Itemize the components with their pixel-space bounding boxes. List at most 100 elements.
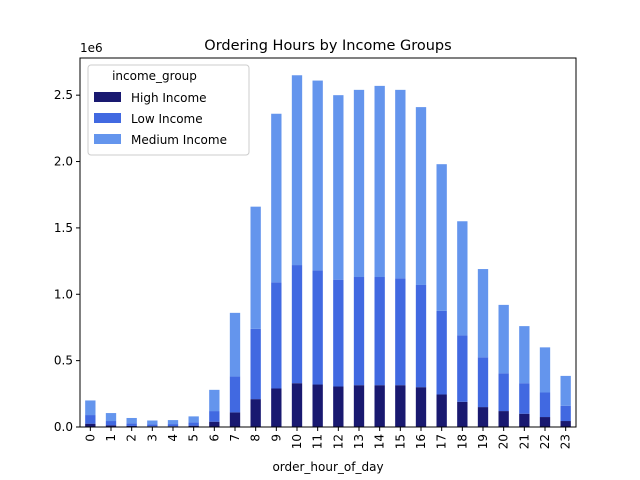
- x-tick-label: 0: [83, 434, 97, 442]
- legend-title: income_group: [112, 69, 197, 83]
- bar-high-income-5: [188, 425, 199, 427]
- bar-low-income-2: [126, 423, 137, 426]
- bar-low-income-16: [415, 284, 427, 388]
- bar-medium-income-14: [374, 85, 385, 278]
- bar-low-income-21: [519, 383, 530, 414]
- x-tick-label: 15: [393, 434, 407, 449]
- x-tick-label: 11: [311, 434, 325, 449]
- bar-low-income-22: [539, 392, 551, 418]
- bar-medium-income-7: [229, 312, 241, 377]
- bar-low-income-4: [167, 424, 179, 427]
- bar-low-income-3: [147, 424, 158, 427]
- bar-medium-income-8: [250, 206, 261, 329]
- bar-medium-income-1: [105, 413, 117, 422]
- y-tick-label: 1.5: [54, 221, 73, 235]
- bar-medium-income-16: [415, 107, 427, 285]
- x-tick-label: 14: [373, 434, 387, 449]
- bar-high-income-6: [209, 421, 220, 427]
- bar-medium-income-20: [498, 304, 509, 374]
- bar-medium-income-4: [167, 420, 179, 425]
- legend-swatch: [94, 134, 121, 144]
- x-tick-label: 2: [125, 434, 139, 442]
- bar-high-income-21: [519, 413, 530, 427]
- bar-high-income-19: [477, 407, 489, 427]
- bar-high-income-20: [498, 411, 509, 427]
- legend-label: High Income: [131, 91, 207, 105]
- x-tick-label: 23: [559, 434, 573, 449]
- bar-medium-income-15: [395, 89, 406, 279]
- x-tick-label: 9: [269, 434, 283, 442]
- legend-label: Low Income: [131, 112, 203, 126]
- bar-medium-income-17: [436, 164, 447, 311]
- bar-high-income-13: [353, 385, 365, 427]
- bar-high-income-11: [312, 384, 323, 427]
- plot-frame: [79, 57, 577, 428]
- bar-high-income-9: [271, 388, 282, 427]
- bar-medium-income-10: [291, 75, 303, 266]
- bar-medium-income-22: [539, 347, 551, 393]
- bar-low-income-20: [498, 373, 509, 412]
- x-tick-label: 1: [104, 434, 118, 442]
- bar-medium-income-11: [312, 80, 323, 271]
- bar-low-income-19: [477, 357, 489, 408]
- y-tick-label: 0.5: [54, 354, 73, 368]
- legend: income_group High Income Low Income Medium …: [87, 64, 250, 156]
- bar-low-income-23: [560, 405, 571, 422]
- bar-low-income-11: [312, 270, 323, 385]
- bar-high-income-17: [436, 394, 447, 427]
- x-tick-label: 21: [517, 434, 531, 449]
- bar-low-income-5: [188, 422, 199, 426]
- bar-medium-income-0: [85, 400, 96, 416]
- bar-medium-income-9: [271, 113, 282, 283]
- x-tick-label: 16: [414, 434, 428, 449]
- x-tick-label: 12: [331, 434, 345, 449]
- bar-low-income-18: [457, 335, 468, 402]
- bar-medium-income-23: [560, 375, 571, 406]
- bar-high-income-22: [539, 417, 551, 427]
- bar-low-income-0: [85, 415, 96, 424]
- bar-high-income-0: [85, 423, 96, 427]
- y-axis: 0.0 0.5 1.0 1.5 2.0 2.5: [54, 88, 80, 434]
- bar-high-income-1: [105, 425, 117, 427]
- bar-medium-income-21: [519, 326, 530, 384]
- bar-high-income-10: [291, 383, 303, 427]
- bar-low-income-6: [209, 411, 220, 422]
- plot-area: [79, 57, 577, 428]
- bar-high-income-2: [126, 425, 137, 427]
- chart-title: Ordering Hours by Income Groups: [204, 38, 451, 54]
- bar-low-income-15: [395, 278, 406, 386]
- x-tick-label: 20: [497, 434, 511, 449]
- bar-high-income-8: [250, 399, 261, 427]
- bar-medium-income-5: [188, 416, 199, 423]
- bar-high-income-18: [457, 401, 468, 427]
- bar-high-income-15: [395, 385, 406, 427]
- legend-label: Medium Income: [131, 133, 227, 147]
- x-tick-label: 3: [145, 434, 159, 442]
- bar-low-income-10: [291, 265, 303, 384]
- bar-high-income-23: [560, 421, 571, 427]
- legend-swatch: [94, 113, 121, 123]
- bar-medium-income-3: [147, 420, 158, 425]
- x-tick-label: 7: [228, 434, 242, 442]
- x-tick-label: 17: [435, 434, 449, 449]
- x-tick-label: 13: [352, 434, 366, 449]
- y-offset-label: 1e6: [80, 41, 103, 55]
- bar-low-income-17: [436, 310, 447, 395]
- bar-medium-income-18: [457, 221, 468, 336]
- x-tick-label: 19: [476, 434, 490, 449]
- legend-box: [87, 64, 250, 156]
- x-tick-label: 10: [290, 434, 304, 449]
- bar-low-income-12: [333, 279, 344, 387]
- x-tick-label: 4: [166, 434, 180, 442]
- bar-high-income-12: [333, 386, 344, 427]
- y-tick-label: 2.5: [54, 88, 73, 102]
- x-axis: 0 1 2 3 4 5 6 7 8 9 10 11 12 13 14 15 16 17 18 19 20 21 22 23: [83, 427, 573, 449]
- bar-low-income-8: [250, 328, 261, 400]
- bar-low-income-14: [374, 277, 385, 386]
- bar-low-income-7: [229, 376, 241, 413]
- legend-swatch: [94, 92, 121, 102]
- bar-medium-income-13: [353, 89, 365, 278]
- x-tick-label: 22: [538, 434, 552, 449]
- x-tick-label: 5: [187, 434, 201, 442]
